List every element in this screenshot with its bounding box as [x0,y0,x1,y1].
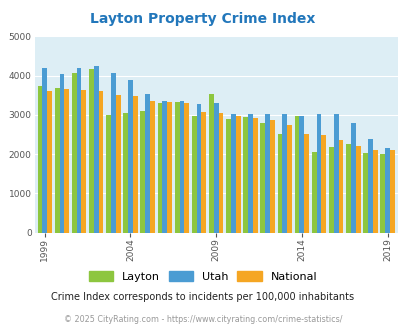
Bar [184,103,189,233]
Bar [94,66,98,233]
Bar [179,101,184,233]
Bar [140,111,145,233]
Bar [333,114,338,233]
Bar [299,115,303,233]
Bar [42,68,47,233]
Text: Layton Property Crime Index: Layton Property Crime Index [90,12,315,25]
Bar [150,102,154,233]
Bar [77,68,81,233]
Bar [235,116,240,233]
Bar [389,150,394,233]
Bar [162,101,167,233]
Bar [38,86,42,233]
Bar [230,114,235,233]
Bar [355,146,360,233]
Bar [55,88,60,233]
Bar [60,74,64,233]
Bar [123,113,128,233]
Bar [316,114,321,233]
Bar [281,115,286,233]
Text: © 2025 CityRating.com - https://www.cityrating.com/crime-statistics/: © 2025 CityRating.com - https://www.city… [64,315,341,324]
Bar [213,103,218,233]
Bar [345,144,350,233]
Bar [384,148,389,233]
Bar [89,69,94,233]
Bar [367,139,372,233]
Bar [311,152,316,233]
Bar [338,140,343,233]
Bar [294,116,299,233]
Bar [277,135,281,233]
Bar [226,119,230,233]
Bar [111,73,115,233]
Bar [286,125,291,233]
Bar [132,96,137,233]
Bar [81,90,86,233]
Bar [201,113,206,233]
Bar [209,94,213,233]
Bar [260,123,264,233]
Bar [269,120,274,233]
Bar [303,134,308,233]
Bar [252,118,257,233]
Bar [379,154,384,233]
Bar [243,117,247,233]
Bar [47,91,52,233]
Bar [321,135,326,233]
Bar [167,102,172,233]
Bar [64,88,69,233]
Bar [128,80,132,233]
Bar [372,150,377,233]
Bar [115,95,120,233]
Bar [218,113,223,233]
Bar [264,114,269,233]
Bar [157,103,162,233]
Bar [106,115,111,233]
Bar [72,73,77,233]
Bar [192,116,196,233]
Bar [247,114,252,233]
Bar [174,102,179,233]
Bar [362,153,367,233]
Bar [196,104,201,233]
Bar [328,147,333,233]
Legend: Layton, Utah, National: Layton, Utah, National [85,268,320,285]
Text: Crime Index corresponds to incidents per 100,000 inhabitants: Crime Index corresponds to incidents per… [51,292,354,302]
Bar [98,91,103,233]
Bar [350,123,355,233]
Bar [145,94,150,233]
